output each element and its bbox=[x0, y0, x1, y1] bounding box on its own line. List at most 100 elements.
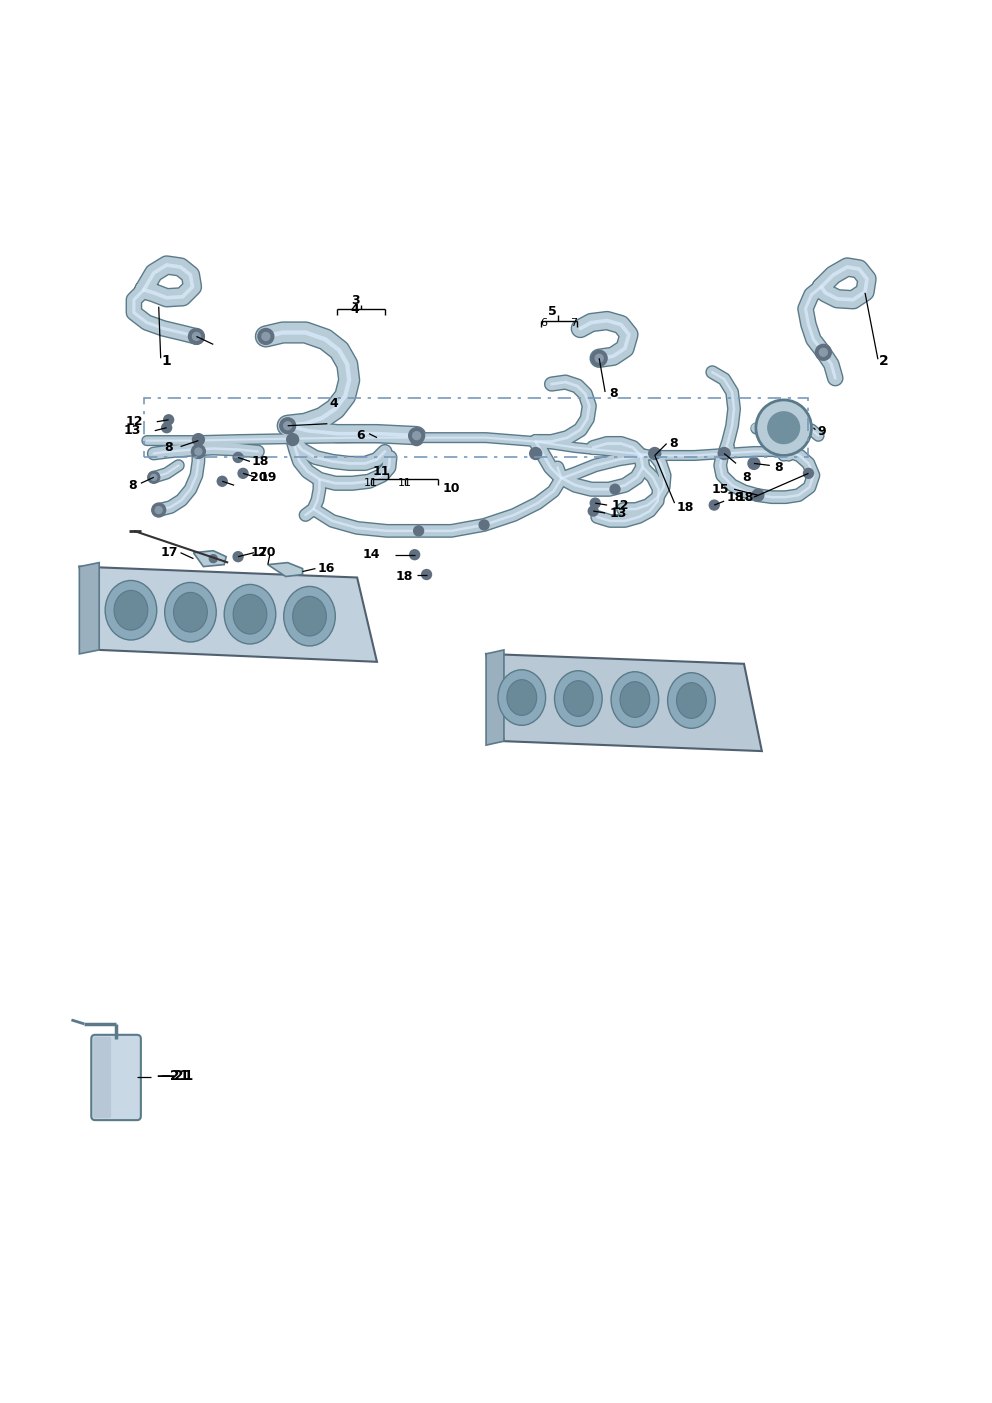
Circle shape bbox=[410, 550, 420, 560]
Circle shape bbox=[192, 434, 204, 446]
Ellipse shape bbox=[233, 595, 267, 634]
Circle shape bbox=[479, 521, 489, 530]
Circle shape bbox=[588, 506, 598, 516]
Ellipse shape bbox=[105, 581, 157, 640]
Polygon shape bbox=[79, 563, 99, 654]
Ellipse shape bbox=[284, 586, 335, 645]
Circle shape bbox=[591, 351, 607, 366]
Text: 15: 15 bbox=[711, 483, 729, 495]
Text: 9: 9 bbox=[817, 425, 826, 438]
Circle shape bbox=[595, 355, 603, 362]
Circle shape bbox=[530, 448, 542, 459]
Text: 5: 5 bbox=[549, 304, 557, 318]
Ellipse shape bbox=[620, 682, 650, 717]
Circle shape bbox=[164, 415, 174, 425]
Circle shape bbox=[756, 400, 811, 456]
Circle shape bbox=[148, 471, 160, 483]
Text: 1: 1 bbox=[162, 354, 172, 368]
Ellipse shape bbox=[114, 591, 148, 630]
Text: 11: 11 bbox=[372, 464, 390, 478]
Circle shape bbox=[414, 526, 424, 536]
Text: 12: 12 bbox=[611, 498, 629, 512]
Text: 2: 2 bbox=[879, 354, 889, 368]
Circle shape bbox=[152, 504, 166, 516]
Circle shape bbox=[188, 328, 204, 344]
Text: —21: —21 bbox=[157, 1069, 190, 1083]
Circle shape bbox=[752, 490, 764, 501]
Ellipse shape bbox=[165, 582, 216, 643]
Text: 18: 18 bbox=[726, 491, 744, 504]
Circle shape bbox=[422, 570, 432, 579]
Circle shape bbox=[748, 457, 760, 470]
Text: —21: —21 bbox=[161, 1069, 194, 1083]
Ellipse shape bbox=[174, 592, 207, 633]
Text: 8: 8 bbox=[128, 478, 137, 491]
Circle shape bbox=[610, 484, 620, 494]
Text: 4: 4 bbox=[351, 303, 359, 316]
Text: 18: 18 bbox=[677, 501, 694, 513]
FancyBboxPatch shape bbox=[91, 1035, 141, 1120]
Text: 13: 13 bbox=[609, 506, 627, 519]
Text: 18: 18 bbox=[736, 491, 754, 504]
Polygon shape bbox=[268, 563, 303, 577]
Circle shape bbox=[287, 434, 299, 446]
Circle shape bbox=[155, 506, 163, 513]
Circle shape bbox=[233, 551, 243, 561]
Text: 16: 16 bbox=[317, 563, 335, 575]
Bar bbox=[144, 398, 808, 457]
Text: 19: 19 bbox=[260, 471, 278, 484]
Circle shape bbox=[409, 428, 425, 443]
Text: 20: 20 bbox=[258, 546, 276, 560]
Circle shape bbox=[233, 453, 243, 463]
Circle shape bbox=[191, 445, 205, 459]
Text: 6: 6 bbox=[540, 317, 548, 327]
Circle shape bbox=[709, 499, 719, 511]
Circle shape bbox=[768, 412, 800, 443]
Text: 8: 8 bbox=[742, 471, 751, 484]
Text: 10: 10 bbox=[442, 481, 460, 495]
Ellipse shape bbox=[611, 672, 659, 727]
Text: 11: 11 bbox=[364, 478, 378, 488]
Circle shape bbox=[194, 448, 202, 455]
Circle shape bbox=[192, 333, 200, 341]
Text: 8: 8 bbox=[774, 462, 783, 474]
Text: 12: 12 bbox=[125, 415, 143, 428]
Circle shape bbox=[815, 344, 831, 361]
Circle shape bbox=[284, 422, 292, 429]
Circle shape bbox=[413, 432, 421, 439]
Circle shape bbox=[217, 476, 227, 487]
Ellipse shape bbox=[677, 683, 706, 718]
Circle shape bbox=[238, 469, 248, 478]
Circle shape bbox=[649, 448, 661, 459]
Ellipse shape bbox=[555, 671, 602, 727]
Ellipse shape bbox=[293, 596, 326, 636]
Text: 8: 8 bbox=[670, 438, 679, 450]
Ellipse shape bbox=[224, 585, 276, 644]
Text: 7: 7 bbox=[569, 317, 577, 327]
Text: 8: 8 bbox=[609, 387, 618, 400]
Text: 17: 17 bbox=[161, 546, 179, 560]
Text: 4: 4 bbox=[329, 397, 338, 411]
Ellipse shape bbox=[498, 669, 546, 725]
Polygon shape bbox=[486, 650, 504, 745]
Text: 14: 14 bbox=[362, 549, 380, 561]
Text: 18: 18 bbox=[395, 570, 413, 584]
Ellipse shape bbox=[507, 679, 537, 716]
Circle shape bbox=[411, 434, 423, 446]
Circle shape bbox=[804, 469, 813, 478]
Circle shape bbox=[280, 418, 296, 434]
Circle shape bbox=[590, 498, 600, 508]
Text: 6: 6 bbox=[356, 429, 365, 442]
Text: 13: 13 bbox=[123, 424, 141, 438]
Polygon shape bbox=[486, 654, 762, 751]
Text: 20: 20 bbox=[250, 471, 268, 484]
Text: 3: 3 bbox=[351, 295, 359, 307]
Circle shape bbox=[819, 348, 827, 356]
Circle shape bbox=[209, 554, 217, 563]
Text: 11: 11 bbox=[398, 478, 412, 488]
Circle shape bbox=[151, 474, 157, 480]
Text: 18: 18 bbox=[252, 455, 270, 469]
Polygon shape bbox=[79, 567, 377, 662]
Text: 17: 17 bbox=[250, 546, 268, 560]
Polygon shape bbox=[193, 551, 226, 567]
